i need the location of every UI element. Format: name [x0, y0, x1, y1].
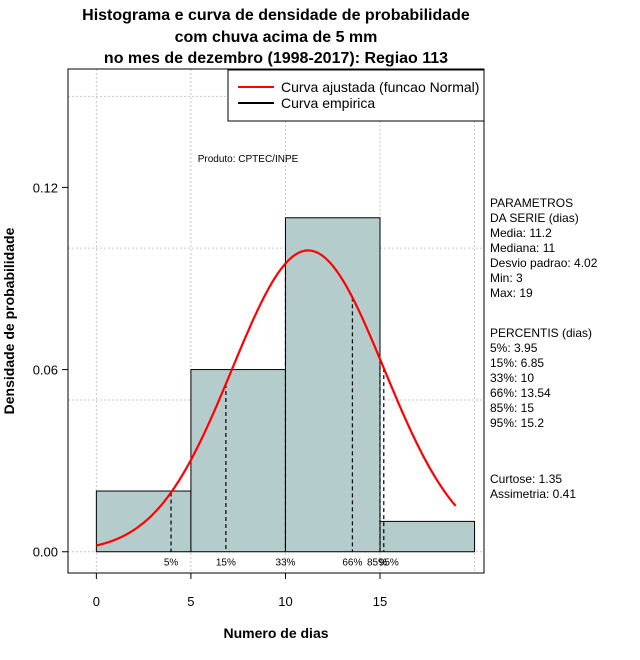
params-line: Max: 19: [490, 286, 533, 300]
histogram-bar: [190, 369, 286, 553]
histogram-bar: [284, 217, 381, 553]
percentis-line: 85%: 15: [490, 401, 534, 415]
params-line: Mediana: 11: [490, 241, 555, 255]
x-axis-title: Numero de dias: [223, 625, 328, 641]
fitted-normal-curve: [96, 249, 457, 547]
chart-title-line: no mes de dezembro (1998-2017): Regiao 1…: [104, 50, 448, 67]
percentile-label: 5%: [164, 558, 179, 569]
legend: Curva ajustada (funcao Normal)Curva empi…: [227, 69, 485, 122]
y-tick-label: 0.06: [33, 363, 58, 378]
percentile-label: 66%: [342, 558, 362, 569]
fitted-curve: [96, 249, 457, 547]
params-line: DA SERIE (dias): [490, 211, 579, 225]
histogram-bar: [379, 520, 476, 553]
percentis-line: 66%: 13.54: [490, 386, 551, 400]
x-tick-label: 5: [187, 594, 194, 609]
percentile-label: 33%: [275, 558, 295, 569]
percentile-label: 15%: [216, 558, 236, 569]
x-tick-label: 15: [373, 594, 387, 609]
percentile-label: 85%: [367, 558, 387, 569]
y-tick-label: 0.12: [33, 180, 58, 195]
percentile-label: 95%: [379, 558, 399, 569]
params-line: Media: 11.2: [490, 226, 552, 240]
histogram-bars: [95, 217, 476, 553]
percentis-line: 95%: 15.2: [490, 416, 544, 430]
legend-empirical-label: Curva empirica: [281, 95, 375, 111]
percentis-line: 5%: 3.95: [490, 341, 538, 355]
y-tick-label: 0.00: [33, 545, 58, 560]
chart-title-line: com chuva acima de 5 mm: [175, 29, 378, 46]
y-axis-title: Densidade de probabilidade: [1, 227, 17, 414]
params-line: Min: 3: [490, 271, 523, 285]
percentis-line: PERCENTIS (dias): [490, 326, 592, 340]
percentis-line: 15%: 6.85: [490, 356, 544, 370]
percentis-line: 33%: 10: [490, 371, 534, 385]
stats-line: Curtose: 1.35: [490, 472, 562, 486]
stats-line: Assimetria: 0.41: [490, 487, 576, 501]
chart-title: Histograma e curva de densidade de proba…: [82, 7, 470, 67]
product-annotation: Produto: CPTEC/INPE: [198, 154, 299, 165]
params-line: Desvio padrao: 4.02: [490, 256, 598, 270]
chart-title-line: Histograma e curva de densidade de proba…: [82, 7, 470, 24]
percentile-lines: 5% 15% 33% 66% 85%95%: [164, 263, 399, 569]
legend-fit-label: Curva ajustada (funcao Normal): [281, 79, 479, 95]
x-tick-label: 0: [93, 594, 100, 609]
legend-box: [227, 69, 485, 122]
axes: 0 5 10 15 0.00 0.06 0.12 Numero de dias Densidad…: [1, 180, 387, 641]
params-line: PARAMETROS: [490, 196, 573, 210]
x-tick-label: 10: [278, 594, 292, 609]
